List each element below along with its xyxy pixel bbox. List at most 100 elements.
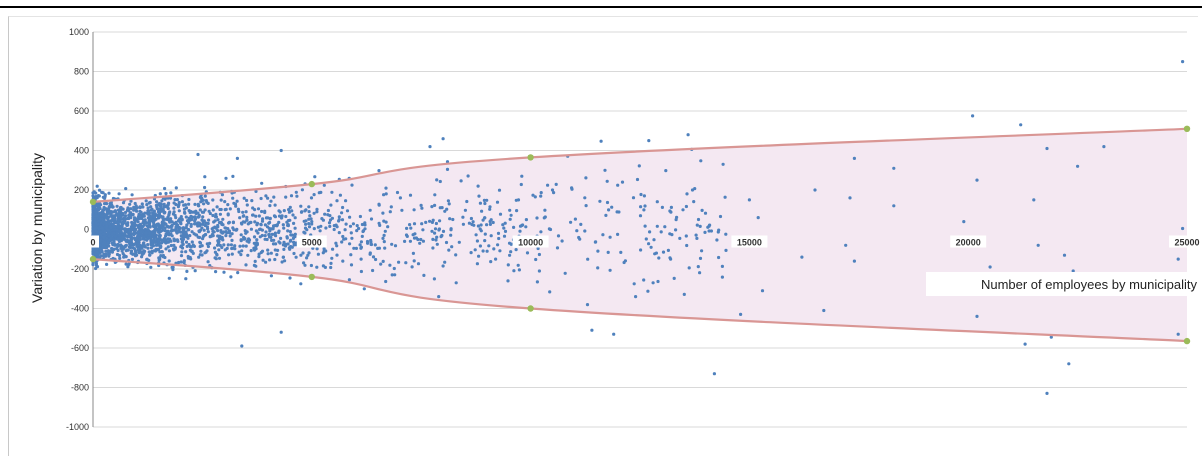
data-point bbox=[699, 159, 703, 163]
window-top-rule bbox=[0, 6, 1202, 8]
data-point bbox=[216, 234, 220, 238]
data-point bbox=[441, 137, 445, 141]
data-point bbox=[127, 213, 131, 218]
data-point bbox=[252, 235, 257, 239]
data-point bbox=[400, 208, 404, 212]
data-point bbox=[466, 174, 470, 178]
data-point bbox=[508, 208, 512, 212]
data-point bbox=[718, 214, 723, 219]
data-point bbox=[272, 224, 276, 228]
data-point bbox=[1019, 123, 1023, 127]
data-point bbox=[508, 217, 512, 221]
data-point bbox=[129, 242, 133, 246]
data-point bbox=[443, 209, 447, 213]
data-point bbox=[137, 248, 141, 253]
data-point bbox=[165, 217, 169, 222]
data-point bbox=[536, 246, 540, 251]
data-point bbox=[365, 239, 370, 244]
x-tick-label: 15000 bbox=[737, 238, 762, 248]
data-point bbox=[447, 202, 451, 206]
data-point bbox=[102, 240, 107, 244]
data-point bbox=[116, 224, 120, 228]
y-tick-label: 200 bbox=[74, 185, 89, 195]
data-point bbox=[443, 260, 447, 264]
data-point bbox=[497, 236, 501, 241]
data-point bbox=[258, 227, 262, 231]
data-point bbox=[158, 229, 163, 233]
data-point bbox=[669, 210, 673, 214]
data-point bbox=[169, 243, 173, 248]
data-point bbox=[430, 205, 434, 209]
data-point bbox=[231, 220, 235, 224]
data-point bbox=[282, 226, 286, 230]
data-point bbox=[240, 344, 244, 348]
data-point bbox=[515, 209, 519, 213]
data-point bbox=[123, 214, 128, 218]
data-point bbox=[535, 216, 539, 220]
data-point bbox=[185, 269, 189, 273]
data-point bbox=[355, 229, 359, 233]
data-point bbox=[224, 176, 228, 180]
data-point bbox=[278, 210, 282, 214]
data-point bbox=[586, 257, 590, 261]
data-point bbox=[170, 224, 174, 228]
data-point bbox=[263, 209, 267, 213]
data-point bbox=[266, 196, 270, 200]
data-point bbox=[115, 228, 119, 232]
data-point bbox=[848, 196, 852, 200]
data-point bbox=[721, 162, 725, 166]
data-point bbox=[110, 250, 114, 254]
data-point bbox=[299, 210, 304, 214]
data-point bbox=[146, 206, 150, 210]
data-point bbox=[198, 241, 203, 245]
data-point bbox=[643, 204, 647, 208]
data-point bbox=[226, 213, 230, 217]
data-point bbox=[197, 235, 202, 240]
data-point bbox=[227, 253, 231, 257]
data-point bbox=[664, 169, 668, 173]
data-point bbox=[158, 235, 162, 239]
data-point bbox=[208, 234, 213, 238]
data-point bbox=[892, 166, 896, 170]
data-point bbox=[369, 242, 373, 246]
data-point bbox=[435, 178, 439, 182]
data-point bbox=[716, 230, 720, 234]
data-point bbox=[120, 249, 124, 253]
data-point bbox=[305, 256, 309, 260]
data-point bbox=[169, 229, 173, 233]
data-point bbox=[463, 208, 467, 212]
data-point bbox=[146, 224, 150, 228]
data-point bbox=[419, 203, 423, 207]
envelope-marker bbox=[527, 305, 534, 312]
data-point bbox=[146, 246, 150, 250]
data-point bbox=[348, 215, 352, 219]
data-point bbox=[488, 205, 492, 209]
data-point bbox=[249, 227, 253, 231]
data-point bbox=[130, 193, 134, 197]
data-point bbox=[608, 268, 612, 272]
data-point bbox=[1102, 145, 1106, 149]
data-point bbox=[475, 262, 479, 266]
data-point bbox=[643, 224, 647, 228]
data-point bbox=[164, 247, 168, 251]
data-point bbox=[483, 232, 487, 236]
data-point bbox=[182, 230, 186, 234]
data-point bbox=[154, 228, 158, 232]
data-point bbox=[229, 275, 233, 279]
data-point bbox=[461, 215, 465, 219]
data-point bbox=[288, 239, 292, 243]
data-point bbox=[103, 229, 107, 233]
data-point bbox=[178, 226, 182, 230]
data-point bbox=[280, 260, 284, 264]
data-point bbox=[570, 186, 574, 190]
data-point bbox=[158, 257, 162, 261]
data-point bbox=[203, 175, 207, 179]
data-point bbox=[127, 245, 131, 249]
data-point bbox=[309, 196, 314, 200]
data-point bbox=[431, 237, 435, 241]
data-point bbox=[140, 234, 144, 238]
data-point bbox=[454, 281, 458, 285]
data-point bbox=[180, 250, 184, 254]
data-point bbox=[281, 223, 285, 227]
data-point bbox=[449, 233, 453, 237]
